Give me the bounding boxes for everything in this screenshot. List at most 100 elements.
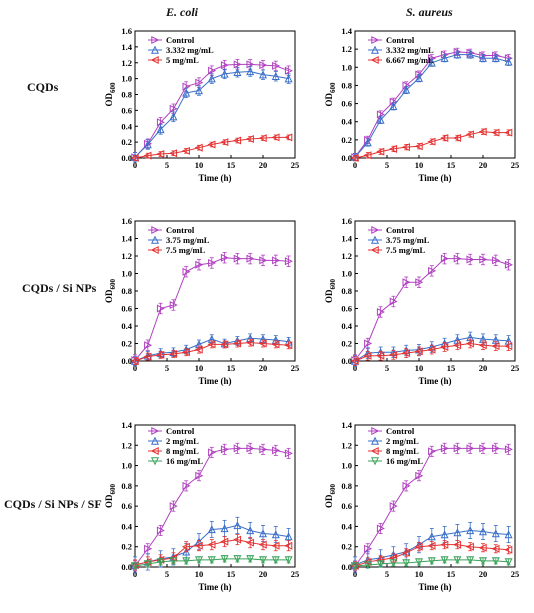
data-point [220,445,229,454]
data-point [194,541,203,550]
data-point [207,74,216,83]
data-point [389,502,398,511]
data-point [453,341,462,350]
data-point [169,557,178,566]
legend-label: Control [386,35,415,45]
y-tick-label: 0.2 [341,339,352,349]
data-point [427,137,436,146]
row-label-cqds-si-nps: CQDs / Si NPs [22,281,97,295]
data-point [427,557,436,566]
data-point [272,256,281,265]
x-tick-label: 25 [511,363,520,373]
y-tick-label: 0.0 [121,562,132,572]
data-point [440,540,449,549]
chart-panel-2: 0 5 10 15 20 25 0.0 0.2 0.4 0.6 0.8 1.0 1.2 1.4 1.6 Tim… [104,216,299,386]
series-5 mg/mL [130,133,293,163]
data-point [259,445,268,454]
data-point [194,143,203,152]
x-tick-label: 0 [133,569,137,579]
data-point [427,58,436,67]
data-point [220,537,229,546]
data-point [156,558,165,567]
y-axis-label: OD600 [104,82,117,107]
y-tick-label: 0.4 [121,521,132,531]
legend-marker [370,245,379,255]
data-point [182,267,191,276]
data-point [220,61,229,70]
x-tick-label: 5 [385,363,389,373]
data-point [363,151,372,160]
legend-marker [150,245,159,255]
data-point [169,149,178,158]
series-Control [131,442,293,572]
y-tick-label: 1.0 [341,461,352,471]
series-8 mg/mL [350,540,513,571]
data-point [220,69,229,78]
y-tick-label: 0.8 [341,481,352,491]
plot-frame [354,424,516,568]
data-point [271,541,280,550]
data-point [427,532,436,541]
data-point [389,559,398,568]
y-tick-label: 0.8 [341,286,352,296]
y-tick-label: 0.8 [121,90,132,100]
legend-label: Control [386,426,415,436]
data-point [271,71,280,80]
legend-label: 16 mg/mL [166,456,203,466]
data-point [402,481,411,490]
x-tick-label: 15 [447,569,456,579]
data-point [246,254,255,263]
data-point [284,257,293,266]
y-tick-label: 1.4 [341,420,352,430]
data-point [376,307,385,317]
y-tick-label: 0.4 [121,121,132,131]
data-point [233,521,242,530]
data-point [182,481,191,490]
data-point [284,133,293,142]
data-point [207,556,216,565]
x-tick-label: 25 [291,363,300,373]
x-tick-label: 10 [195,160,204,170]
data-point [181,542,190,551]
data-point [376,560,385,569]
legend-label: Control [166,225,195,235]
data-point [195,471,204,480]
data-point [182,88,191,97]
series-6.667 mg/mL [350,127,513,163]
legend-marker [150,446,159,456]
data-point [491,544,500,553]
data-point [181,146,190,155]
data-point [271,133,280,142]
data-point [453,134,462,143]
data-point [207,340,216,349]
data-point [208,448,217,457]
y-tick-label: 1.4 [341,234,352,244]
data-point [376,524,385,533]
data-point [401,349,410,358]
data-point [428,447,437,456]
data-point [364,544,373,553]
x-tick-label: 0 [133,363,137,373]
x-tick-label: 10 [195,363,204,373]
data-point [156,118,165,127]
y-axis-label-main: OD [324,494,334,508]
data-point [233,67,242,76]
data-point [478,543,487,552]
legend-marker [370,55,379,65]
y-tick-label: 1.6 [121,216,132,226]
data-point [246,555,255,564]
y-tick-label: 1.2 [341,44,352,54]
legend-label: 2 mg/mL [386,436,419,446]
legend-label: 6.667 mg/mL [386,55,434,65]
series-Control [351,252,513,366]
x-tick-label: 15 [227,569,236,579]
y-axis-label: OD600 [104,279,117,304]
data-point [389,101,398,110]
legend-marker [150,45,160,54]
x-tick-label: 15 [447,160,456,170]
x-tick-label: 10 [415,569,424,579]
y-tick-label: 1.6 [341,216,352,226]
x-tick-label: 25 [511,569,520,579]
